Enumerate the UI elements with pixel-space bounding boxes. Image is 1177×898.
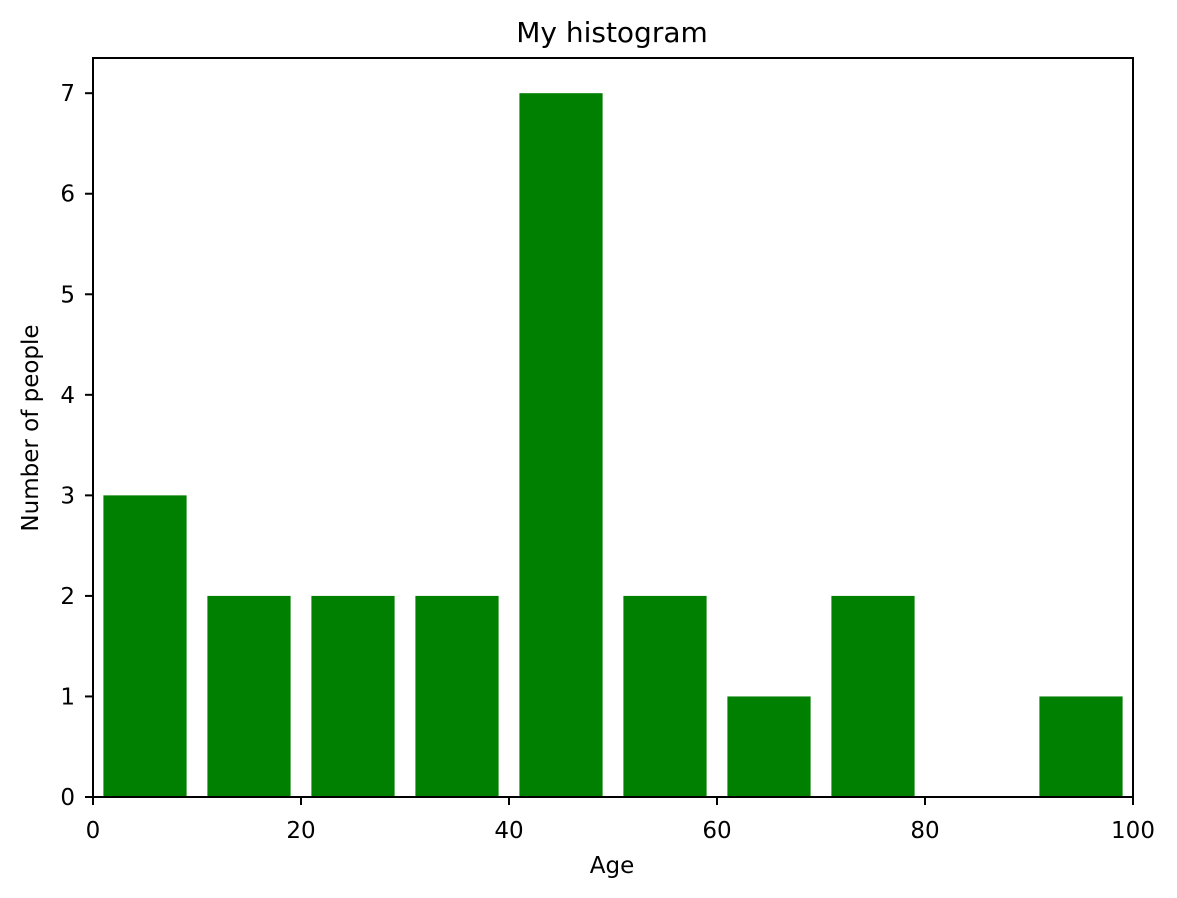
histogram-bar-0-10 — [103, 495, 187, 797]
x-tick-label-0: 0 — [86, 818, 101, 844]
bars-layer — [103, 93, 1123, 797]
histogram-bar-30-40 — [415, 595, 499, 797]
y-tick-label-7: 7 — [60, 81, 75, 107]
y-axis: 0 1 2 3 4 5 6 7 — [60, 81, 93, 811]
y-tick-label-1: 1 — [60, 684, 75, 710]
x-tick-label-60: 60 — [702, 818, 731, 844]
x-axis-label: Age — [590, 853, 634, 879]
chart-title: My histogram — [516, 16, 708, 49]
histogram-bar-20-30 — [311, 595, 395, 797]
histogram-bar-90-100 — [1039, 696, 1123, 797]
y-axis-label: Number of people — [18, 324, 44, 531]
x-axis: 0 20 40 60 80 100 — [86, 797, 1155, 844]
histogram-bar-70-80 — [831, 595, 915, 797]
y-tick-label-4: 4 — [60, 383, 75, 409]
x-tick-label-100: 100 — [1111, 818, 1155, 844]
x-tick-label-80: 80 — [910, 818, 939, 844]
x-tick-label-20: 20 — [286, 818, 315, 844]
histogram-bar-40-50 — [519, 93, 603, 797]
y-tick-label-6: 6 — [60, 182, 75, 208]
histogram-bar-60-70 — [727, 696, 811, 797]
plot-frame — [92, 57, 1134, 798]
y-tick-label-2: 2 — [60, 584, 75, 610]
x-tick-label-40: 40 — [494, 818, 523, 844]
y-tick-label-0: 0 — [60, 785, 75, 811]
y-tick-label-5: 5 — [60, 282, 75, 308]
y-tick-label-3: 3 — [60, 483, 75, 509]
histogram-bar-10-20 — [207, 595, 291, 797]
histogram-bar-50-60 — [623, 595, 707, 797]
